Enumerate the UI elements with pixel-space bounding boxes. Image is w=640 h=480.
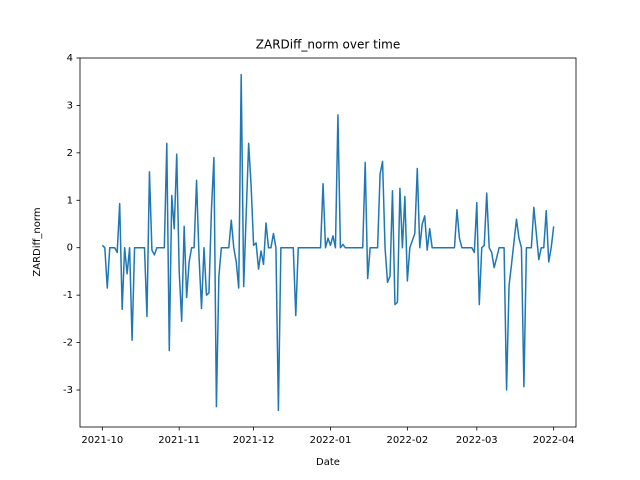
y-tick-label: 4 [67, 53, 73, 64]
y-tick-label: 3 [67, 100, 73, 111]
y-tick-label: -3 [63, 385, 73, 396]
x-tick-label: 2021-12 [233, 435, 275, 446]
x-tick-label: 2022-03 [456, 435, 498, 446]
x-tick-label: 2021-10 [81, 435, 123, 446]
axes-frame [79, 57, 577, 428]
y-axis-label: ZARDiff_norm [32, 207, 43, 276]
x-tick-label: 2022-04 [533, 435, 575, 446]
y-tick-label: 2 [67, 148, 73, 159]
y-tick-label: 0 [67, 243, 73, 254]
x-tick-label: 2022-01 [310, 435, 352, 446]
x-tick-label: 2021-11 [158, 435, 200, 446]
y-tick-label: 1 [67, 195, 73, 206]
y-tick-label: -2 [63, 338, 73, 349]
x-tick-label: 2022-02 [386, 435, 428, 446]
chart-title: ZARDiff_norm over time [256, 38, 400, 52]
data-line [101, 73, 555, 412]
y-tick-label: -1 [63, 290, 73, 301]
x-axis-label: Date [316, 457, 340, 468]
